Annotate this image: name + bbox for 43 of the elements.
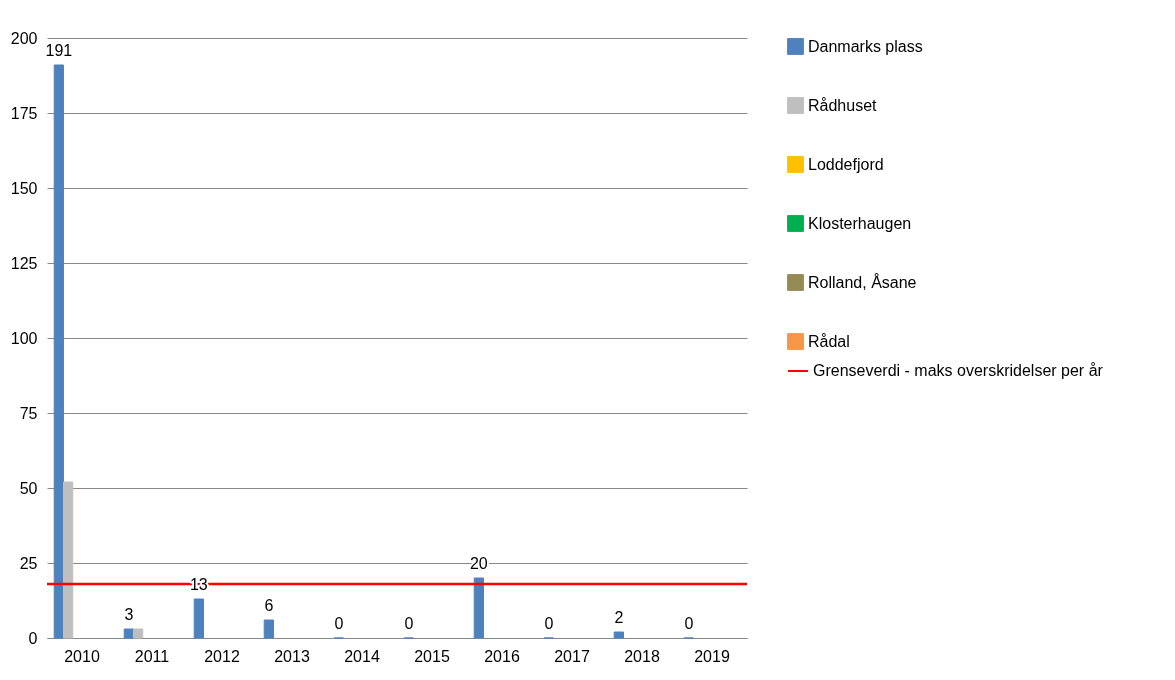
x-tick-label: 2016 xyxy=(484,647,520,665)
legend-label: Loddefjord xyxy=(808,155,884,173)
y-tick-label: 125 xyxy=(10,254,38,272)
bar xyxy=(132,628,144,639)
bar xyxy=(123,628,134,639)
x-tick-label: 2014 xyxy=(344,647,380,665)
legend-label: Grenseverdi - maks overskridelser per år xyxy=(813,362,1104,379)
bar xyxy=(53,64,64,639)
x-tick-label: 2017 xyxy=(554,647,590,665)
x-tick-label: 2012 xyxy=(204,647,240,665)
bar xyxy=(263,619,274,639)
y-tick-label: 100 xyxy=(10,329,38,347)
data-label: 20 xyxy=(469,555,488,572)
y-tick-label: 175 xyxy=(10,104,38,122)
x-tick-label: 2015 xyxy=(414,647,450,665)
y-tick-label: 150 xyxy=(10,179,38,197)
data-label: 0 xyxy=(404,615,414,632)
data-label: 0 xyxy=(544,615,554,632)
data-label: 0 xyxy=(684,615,694,632)
data-label: 191 xyxy=(45,42,73,59)
data-label: 3 xyxy=(124,606,134,623)
bar xyxy=(613,631,624,639)
legend-label: Rolland, Åsane xyxy=(808,272,917,291)
bar xyxy=(62,481,74,639)
data-label: 6 xyxy=(264,597,274,614)
data-label: 0 xyxy=(334,615,344,632)
data-label: 2 xyxy=(614,609,624,626)
legend-label: Klosterhaugen xyxy=(808,214,912,232)
bar xyxy=(473,577,484,639)
legend-label: Rådal xyxy=(808,332,850,350)
x-tick-label: 2018 xyxy=(624,647,660,665)
x-tick-label: 2013 xyxy=(274,647,310,665)
y-tick-label: 50 xyxy=(19,479,38,497)
bar xyxy=(193,598,204,639)
legend-label: Danmarks plass xyxy=(808,37,923,55)
x-tick-label: 2019 xyxy=(694,647,730,665)
y-tick-label: 75 xyxy=(19,404,38,422)
x-tick-label: 2011 xyxy=(134,647,170,665)
x-tick-label: 2010 xyxy=(64,647,100,665)
y-tick-label: 0 xyxy=(28,629,38,647)
y-tick-label: 25 xyxy=(19,554,38,572)
y-tick-label: 200 xyxy=(10,29,38,47)
legend-label: Rådhuset xyxy=(808,96,878,114)
